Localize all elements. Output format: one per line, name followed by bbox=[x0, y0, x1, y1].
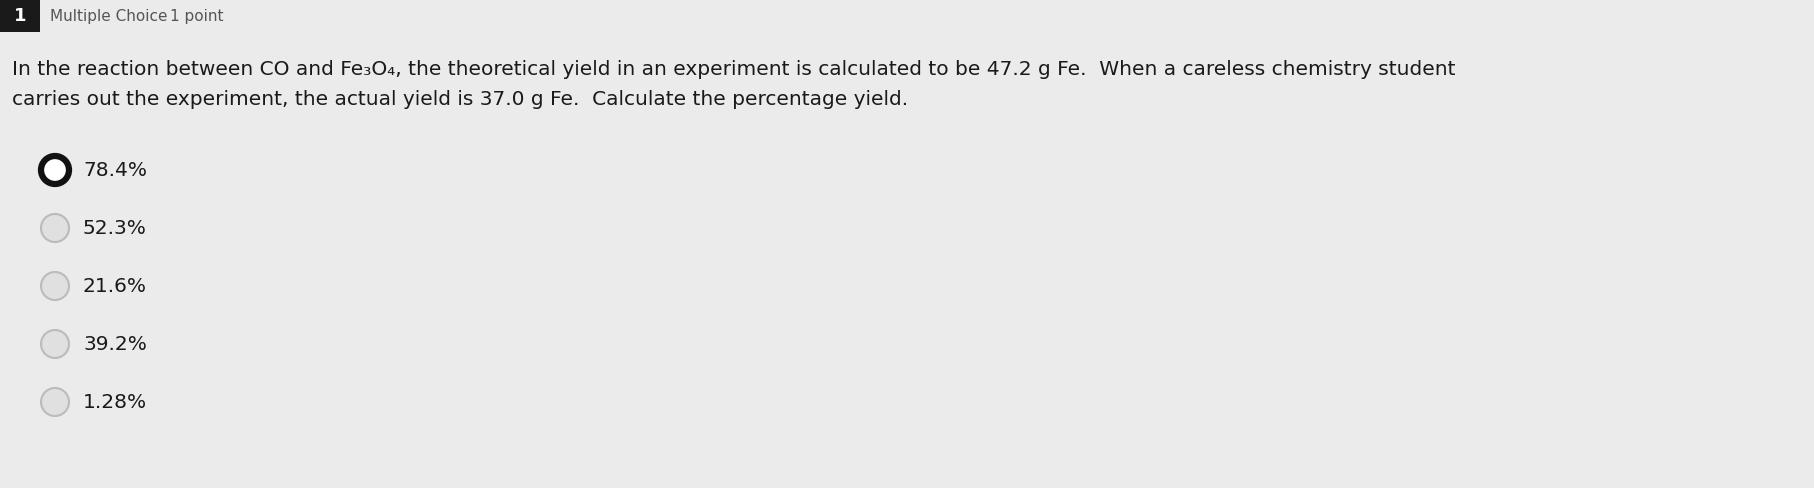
Text: 1 point: 1 point bbox=[171, 8, 223, 23]
Circle shape bbox=[42, 214, 69, 242]
Text: 21.6%: 21.6% bbox=[83, 277, 147, 296]
Text: Multiple Choice: Multiple Choice bbox=[51, 8, 167, 23]
Text: 78.4%: 78.4% bbox=[83, 161, 147, 180]
Text: 52.3%: 52.3% bbox=[83, 219, 147, 238]
Circle shape bbox=[42, 388, 69, 416]
FancyBboxPatch shape bbox=[0, 0, 40, 32]
Text: 1.28%: 1.28% bbox=[83, 392, 147, 411]
Text: 1: 1 bbox=[15, 7, 25, 25]
Circle shape bbox=[42, 330, 69, 358]
Circle shape bbox=[42, 272, 69, 300]
Text: 39.2%: 39.2% bbox=[83, 334, 147, 353]
Text: carries out the experiment, the actual yield is 37.0 g Fe.  Calculate the percen: carries out the experiment, the actual y… bbox=[13, 90, 909, 109]
Circle shape bbox=[42, 156, 69, 184]
Text: In the reaction between CO and Fe₃O₄, the theoretical yield in an experiment is : In the reaction between CO and Fe₃O₄, th… bbox=[13, 60, 1455, 79]
